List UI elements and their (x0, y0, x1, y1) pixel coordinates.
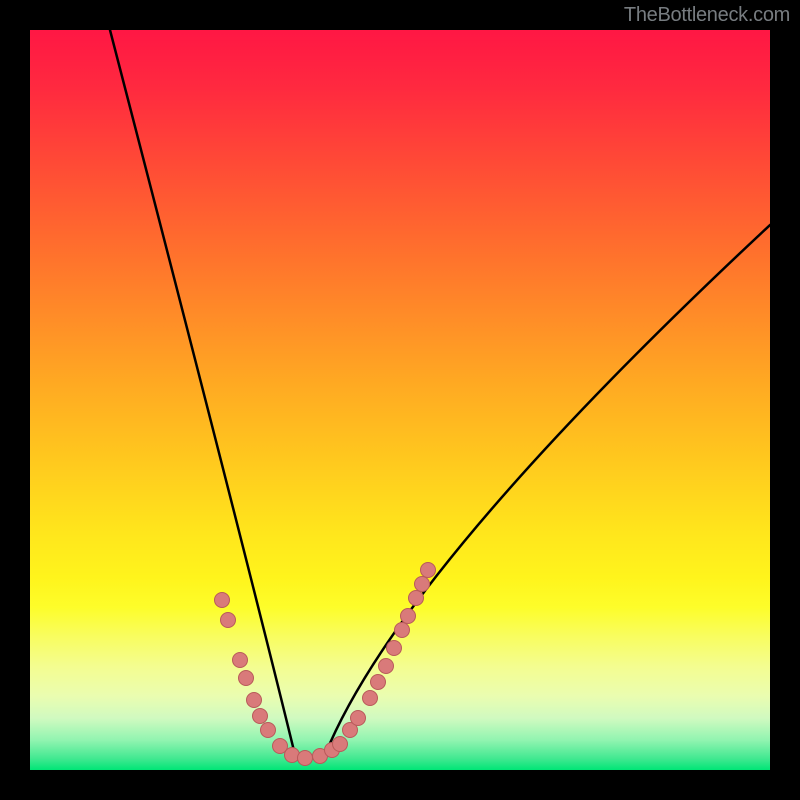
plot-area (30, 30, 770, 770)
watermark-text: TheBottleneck.com (624, 4, 790, 27)
gradient-background (30, 30, 770, 770)
